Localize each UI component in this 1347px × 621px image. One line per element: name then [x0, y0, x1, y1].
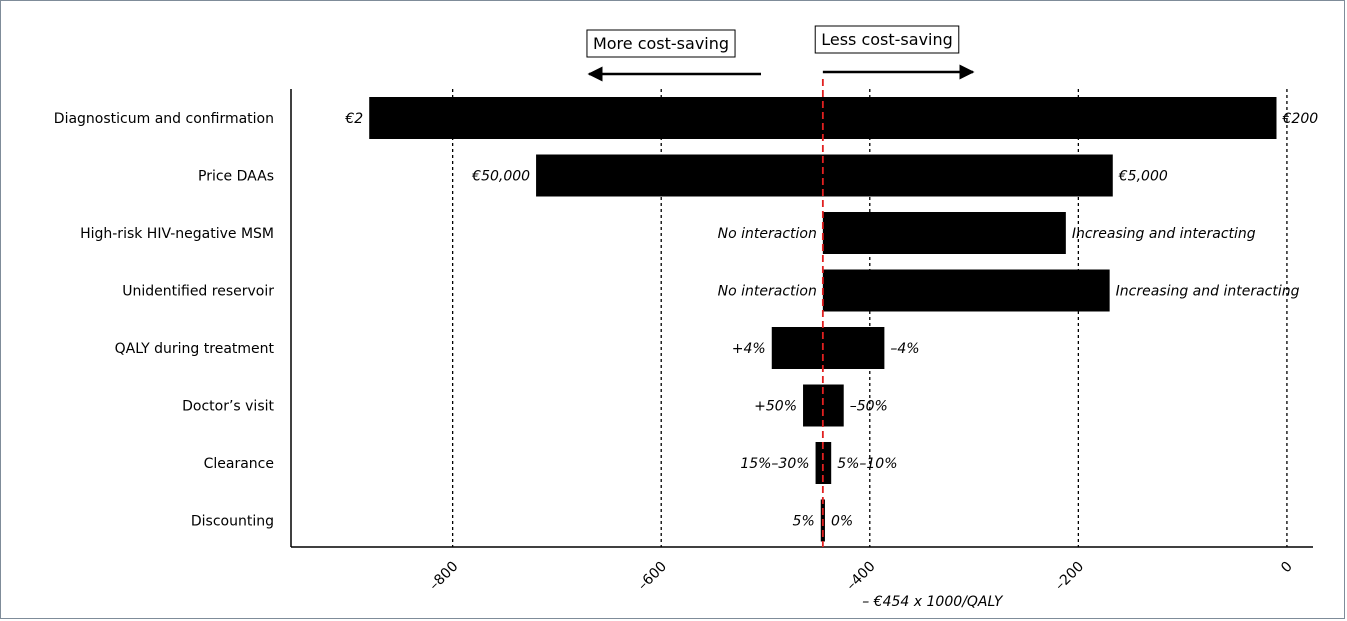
low-value-label: 5% — [793, 514, 815, 530]
high-value-label: –4% — [890, 341, 919, 357]
high-value-label: 5%–10% — [837, 456, 897, 472]
bar — [822, 269, 1110, 312]
bars — [369, 97, 1277, 542]
less-cost-saving-label: Less cost-saving — [821, 30, 953, 49]
x-tick-label: 0 — [1278, 559, 1296, 577]
high-value-label: –50% — [850, 399, 888, 415]
bar — [771, 327, 885, 369]
x-tick-label: –200 — [1052, 559, 1087, 594]
low-value-label: +50% — [754, 399, 797, 415]
label-box — [586, 29, 736, 58]
category-label: Discounting — [191, 514, 274, 530]
category-label: High-risk HIV-negative MSM — [80, 226, 274, 242]
x-tick-label: –800 — [426, 559, 461, 594]
category-label: Unidentified reservoir — [122, 284, 274, 300]
labels: Diagnosticum and confirmation €2 €200 Price… — [54, 111, 1318, 530]
low-value-label: No interaction — [718, 284, 817, 300]
category-label: QALY during treatment — [115, 341, 275, 357]
more-cost-saving-label: More cost-saving — [593, 34, 729, 53]
category-label: Price DAAs — [198, 169, 274, 185]
category-label: Clearance — [204, 456, 274, 472]
high-value-label: €200 — [1282, 111, 1319, 127]
x-tick-label: –600 — [635, 559, 670, 594]
low-value-label: +4% — [732, 341, 766, 357]
low-value-label: No interaction — [718, 226, 817, 242]
low-value-label: 15%–30% — [740, 456, 809, 472]
bar — [536, 154, 1113, 197]
x-tick-label: –400 — [843, 559, 878, 594]
bar — [822, 212, 1066, 254]
high-value-label: 0% — [831, 514, 853, 530]
bar — [815, 442, 832, 484]
low-value-label: €50,000 — [471, 169, 530, 185]
annotations: More cost-saving Less cost-saving — [586, 25, 975, 547]
high-value-label: €5,000 — [1118, 169, 1168, 185]
high-value-label: Increasing and interacting — [1072, 226, 1256, 242]
gridlines — [451, 89, 1288, 547]
category-label: Doctor’s visit — [182, 399, 274, 415]
label-box — [814, 25, 960, 54]
category-label: Diagnosticum and confirmation — [54, 111, 274, 127]
axis-note: – €454 x 1000/QALY — [862, 594, 1004, 610]
low-value-label: €2 — [344, 111, 363, 127]
high-value-label: Increasing and interacting — [1116, 284, 1300, 300]
